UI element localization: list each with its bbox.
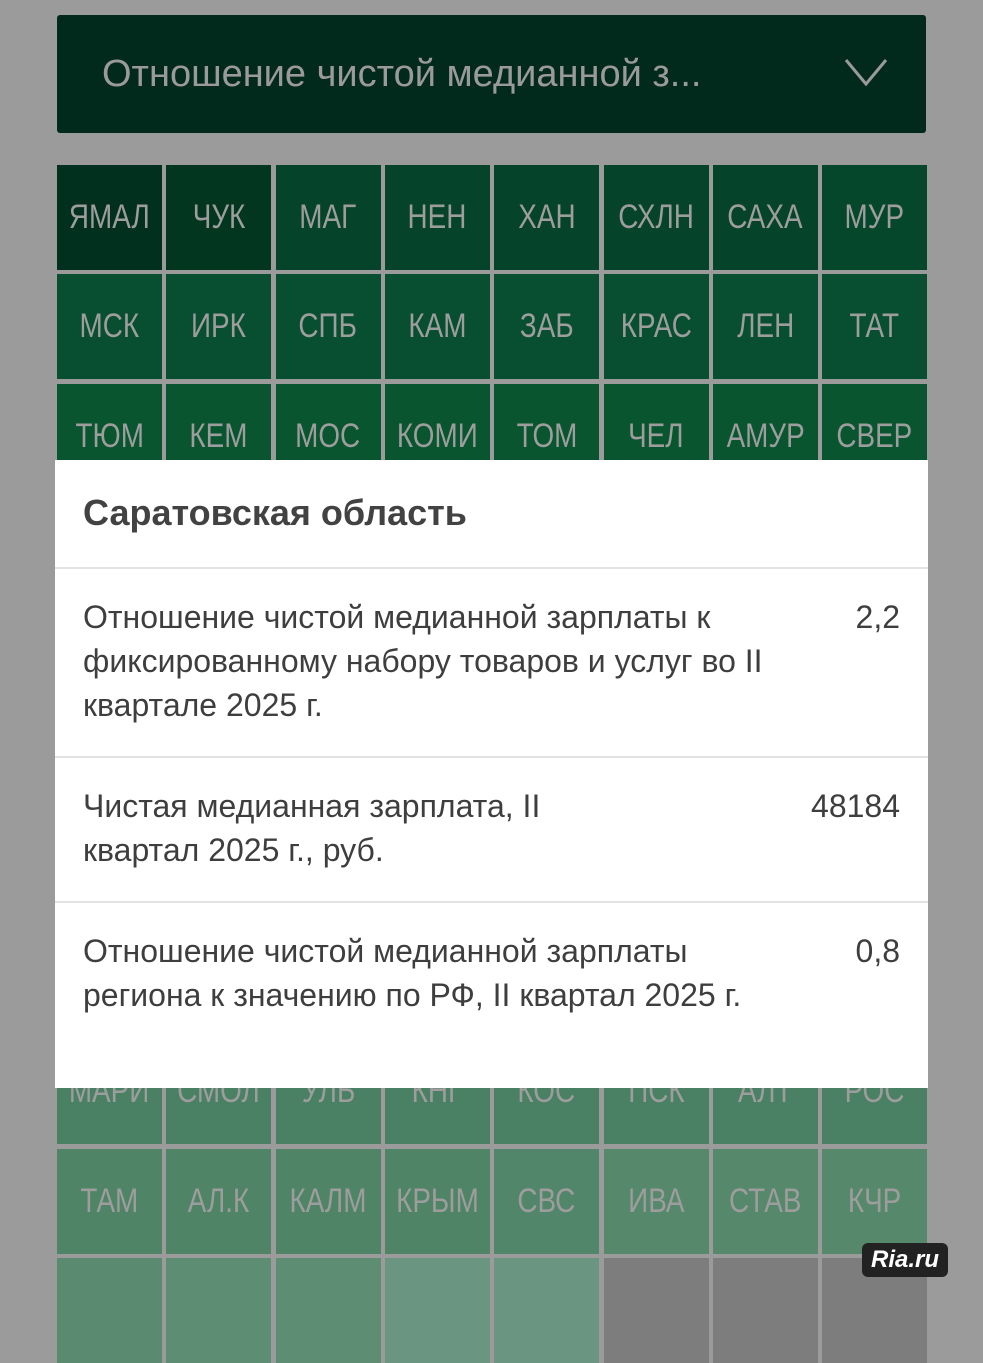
region-tile[interactable]: ЛЕН: [712, 274, 818, 380]
region-tile-label: ИРК: [191, 307, 247, 346]
region-tile-label: МАГ: [299, 198, 357, 236]
region-tile-label: СТАВ: [729, 1181, 802, 1220]
region-tile-label: ИВА: [627, 1181, 685, 1220]
region-tile-label: КРАС: [620, 307, 692, 346]
region-info-popup: Саратовская область Отношение чистой мед…: [55, 460, 928, 1088]
region-tile[interactable]: КРАС: [603, 274, 709, 380]
dropdown-selected-label: Отношение чистой медианной з...: [102, 53, 702, 95]
region-tile[interactable]: ИРК: [166, 274, 272, 380]
popup-row-label: Отношение чистой медианной зарплаты к фи…: [83, 599, 763, 723]
popup-row-value: 0,8: [855, 933, 900, 969]
region-tile-label: ТОМ: [516, 416, 578, 455]
region-tile-label: НЕН: [407, 198, 467, 236]
region-tile[interactable]: МАГ: [275, 165, 381, 270]
region-tile-label: АМУР: [726, 416, 805, 455]
popup-row-label: Отношение чистой медианной зарплаты реги…: [83, 933, 742, 1013]
region-tile-label: ТАТ: [849, 307, 900, 346]
region-tile[interactable]: СПБ: [275, 274, 381, 380]
region-tile-label: КАМ: [408, 307, 467, 346]
region-tile[interactable]: ЗАБ: [494, 274, 600, 380]
indicator-dropdown[interactable]: Отношение чистой медианной з...: [57, 15, 926, 133]
region-tile[interactable]: ХАН: [494, 165, 600, 270]
region-tile-label: ЛЕН: [736, 307, 794, 346]
region-tile[interactable]: СХЛН: [603, 165, 709, 270]
region-tile-label: СВС: [517, 1181, 576, 1220]
region-tile[interactable]: [57, 1258, 162, 1363]
region-tile-label: ЧЕЛ: [628, 416, 684, 455]
region-tile[interactable]: КАМ: [384, 274, 490, 380]
popup-row-value: 48184: [811, 788, 900, 824]
region-tile-label: САХА: [727, 198, 803, 236]
region-tile-label: КРЫМ: [396, 1181, 479, 1220]
region-tile[interactable]: КАЛМ: [275, 1148, 381, 1254]
popup-row-label: Чистая медианная зарплата, II квартал 20…: [83, 788, 541, 868]
region-tile[interactable]: ТАТ: [822, 274, 928, 380]
region-tile-label: СПБ: [298, 307, 358, 346]
region-tile-label: ХАН: [518, 198, 576, 236]
region-tile-label: ТЮМ: [75, 416, 144, 455]
region-tile[interactable]: НЕН: [384, 165, 490, 270]
region-tile-label: МОС: [295, 416, 361, 455]
region-tile-label: ТАМ: [80, 1181, 139, 1220]
region-tile-label: ЧУК: [192, 198, 246, 236]
region-tile[interactable]: ЯМАЛ: [57, 165, 162, 270]
region-tile[interactable]: ИВА: [603, 1148, 709, 1254]
region-tile-label: ЯМАЛ: [69, 198, 150, 236]
region-tile[interactable]: КЧР: [822, 1148, 928, 1254]
region-tile[interactable]: МСК: [57, 274, 162, 380]
region-tile[interactable]: СТАВ: [712, 1148, 818, 1254]
region-tile-label: ЗАБ: [519, 307, 574, 346]
region-tile[interactable]: МУР: [822, 165, 928, 270]
region-tile[interactable]: АЛ.К: [166, 1148, 272, 1254]
region-tile[interactable]: ЧУК: [166, 165, 272, 270]
popup-title: Саратовская область: [83, 492, 467, 533]
region-tile-label: СХЛН: [618, 198, 694, 236]
popup-row: Отношение чистой медианной зарплаты реги…: [55, 901, 928, 1090]
region-tile[interactable]: [384, 1258, 490, 1363]
ria-watermark-logo: Ria.ru: [862, 1243, 948, 1277]
popup-row: Отношение чистой медианной зарплаты к фи…: [55, 567, 928, 756]
region-tile-label: МСК: [79, 307, 140, 346]
region-tile[interactable]: [494, 1258, 600, 1363]
region-tile[interactable]: САХА: [712, 165, 818, 270]
region-tile-label: МУР: [844, 198, 905, 236]
region-tile[interactable]: ТАМ: [57, 1148, 162, 1254]
region-tile[interactable]: [603, 1258, 709, 1363]
popup-row-value: 2,2: [855, 599, 900, 635]
region-tile[interactable]: [166, 1258, 272, 1363]
region-tile-label: КЕМ: [189, 416, 248, 455]
region-tile[interactable]: [275, 1258, 381, 1363]
region-tile-label: СВЕР: [836, 416, 913, 455]
region-tile-label: КАЛМ: [289, 1181, 367, 1220]
region-tile[interactable]: [712, 1258, 818, 1363]
popup-row: Чистая медианная зарплата, II квартал 20…: [55, 756, 928, 901]
region-tile[interactable]: СВС: [494, 1148, 600, 1254]
region-tile-label: АЛ.К: [188, 1181, 250, 1220]
chevron-down-icon: [844, 59, 888, 87]
region-tile-label: КОМИ: [396, 416, 478, 455]
region-tile[interactable]: КРЫМ: [384, 1148, 490, 1254]
region-tile-label: КЧР: [847, 1181, 902, 1220]
